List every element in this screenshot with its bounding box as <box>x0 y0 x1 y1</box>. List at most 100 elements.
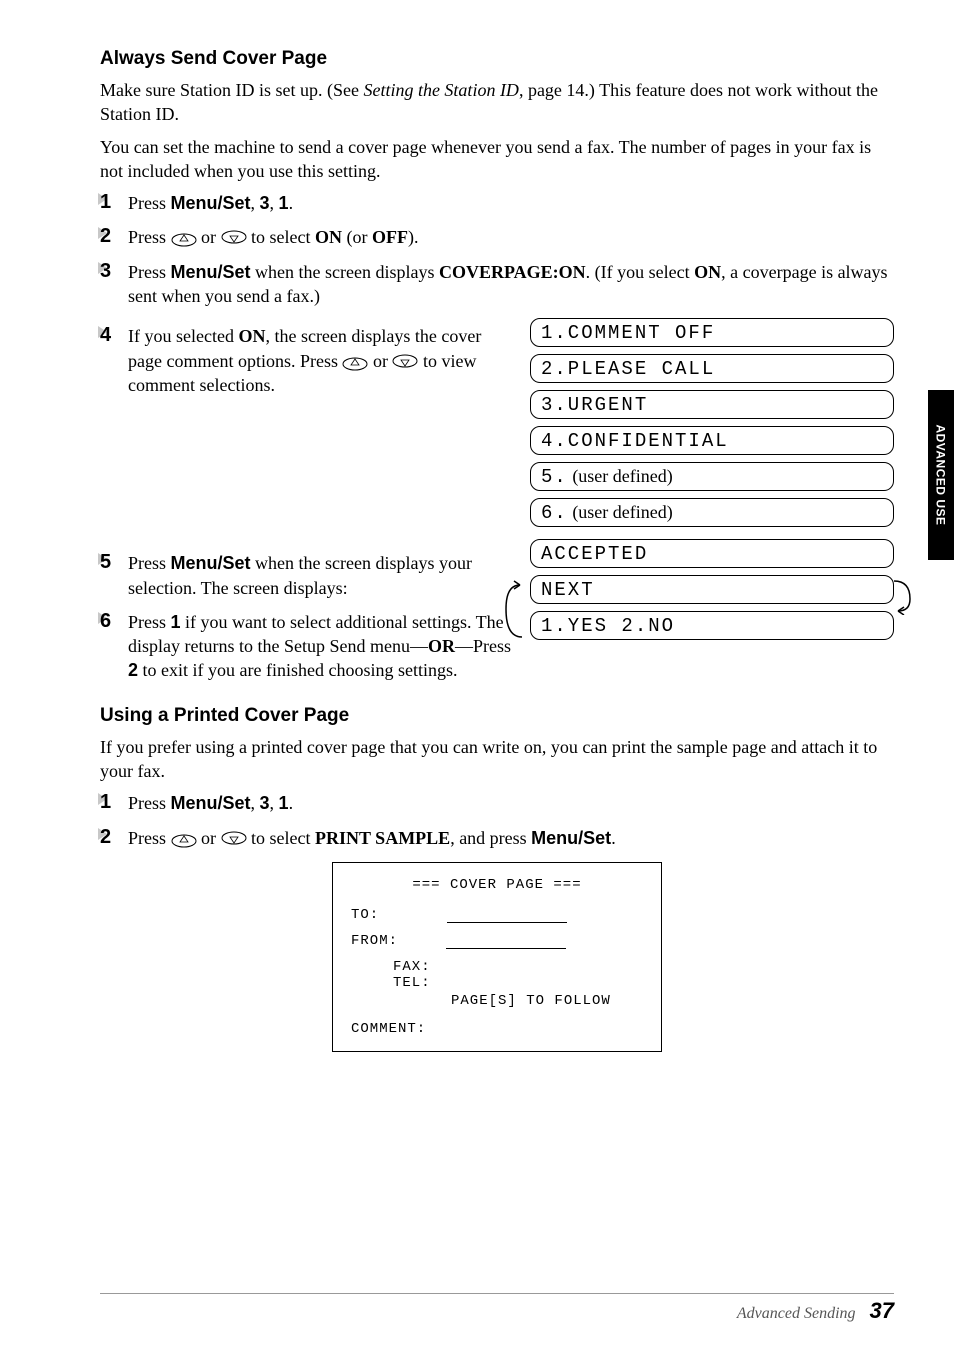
footer-rule <box>100 1293 894 1294</box>
steps-section1-left: 4 If you selected ON, the screen display… <box>100 324 514 397</box>
right-column: 1.COMMENT OFF 2.PLEASE CALL 3.URGENT 4.C… <box>530 318 894 640</box>
text: or <box>197 227 221 247</box>
loop-arrow-icon <box>502 579 530 654</box>
cover-fax-row: FAX: <box>351 959 643 975</box>
cover-from-label: FROM: <box>351 933 398 949</box>
text: or <box>368 351 392 371</box>
step-number: 1 <box>100 189 111 216</box>
footer: Advanced Sending 37 <box>737 1298 894 1324</box>
step-number: 1 <box>100 789 111 816</box>
text: . <box>289 793 294 813</box>
text: (or <box>342 227 372 247</box>
option-off: OFF <box>372 227 408 247</box>
step-number: 2 <box>100 223 111 250</box>
step-4: 4 If you selected ON, the screen display… <box>100 324 514 397</box>
key-menuset: Menu/Set <box>171 553 251 573</box>
text: If you selected <box>128 326 238 346</box>
key-2: 2 <box>128 660 138 680</box>
text: , <box>270 793 279 813</box>
text: , <box>251 193 260 213</box>
option-on: ON <box>238 326 265 346</box>
step-number: 3 <box>100 258 111 285</box>
step-number: 5 <box>100 549 111 576</box>
left-column: 4 If you selected ON, the screen display… <box>100 318 530 692</box>
steps-section1-top: 1 Press Menu/Set, 3, 1. 2 Press or to se… <box>100 191 894 308</box>
text: Press <box>128 553 171 573</box>
up-arrow-icon <box>342 356 368 370</box>
lcd-comment-off: 1.COMMENT OFF <box>530 318 894 347</box>
lcd-next: NEXT <box>530 575 894 604</box>
text: ). <box>408 227 419 247</box>
text: Press <box>128 612 171 632</box>
step-number: 4 <box>100 322 111 349</box>
step-3: 3 Press Menu/Set when the screen display… <box>100 260 894 309</box>
text: . (If you select <box>586 262 694 282</box>
cover-title: === COVER PAGE === <box>351 877 643 893</box>
lcd-prefix: 6. <box>541 502 568 524</box>
step-1: 1 Press Menu/Set, 3, 1. <box>100 791 894 815</box>
lcd-user-5: 5. (user defined) <box>530 462 894 491</box>
step-1: 1 Press Menu/Set, 3, 1. <box>100 191 894 215</box>
lcd-user-6: 6. (user defined) <box>530 498 894 527</box>
lcd-accepted: ACCEPTED <box>530 539 894 568</box>
cover-page-sample: === COVER PAGE === TO: FROM: FAX: TEL: P… <box>332 862 662 1052</box>
lcd-stack-2: ACCEPTED NEXT 1.YES 2.NO <box>530 539 894 640</box>
para-station-id: Make sure Station ID is set up. (See Set… <box>100 78 894 127</box>
lcd-stack-1: 1.COMMENT OFF 2.PLEASE CALL 3.URGENT 4.C… <box>530 318 894 527</box>
lcd-urgent: 3.URGENT <box>530 390 894 419</box>
text: , <box>270 193 279 213</box>
text: to exit if you are finished choosing set… <box>138 660 457 680</box>
up-arrow-icon <box>171 833 197 847</box>
text: . <box>611 828 616 848</box>
lcd-prefix: 5. <box>541 466 568 488</box>
step-2: 2 Press or to select ON (or OFF). <box>100 225 894 249</box>
key-3: 3 <box>260 793 270 813</box>
lcd-confidential: 4.CONFIDENTIAL <box>530 426 894 455</box>
display-text: COVERPAGE:ON <box>439 262 586 282</box>
step-number: 6 <box>100 608 111 635</box>
text: Press <box>128 193 171 213</box>
text: Press <box>128 227 171 247</box>
text: Press <box>128 262 171 282</box>
step-6: 6 Press 1 if you want to select addition… <box>100 610 514 683</box>
text: , <box>251 793 260 813</box>
down-arrow-icon <box>221 833 247 847</box>
ref-italic: Setting the Station ID <box>363 80 518 100</box>
text: , and press <box>450 828 531 848</box>
loop-arrow-right-icon <box>892 545 916 620</box>
side-tab-label: ADVANCED USE <box>934 424 948 525</box>
cover-tel-label: TEL: <box>393 975 431 991</box>
two-column-block: 4 If you selected ON, the screen display… <box>100 318 894 692</box>
text: . <box>289 193 294 213</box>
para-cover-page: You can set the machine to send a cover … <box>100 135 894 184</box>
down-arrow-icon <box>221 232 247 246</box>
key-menuset: Menu/Set <box>171 193 251 213</box>
key-menuset: Menu/Set <box>531 828 611 848</box>
heading-always-send: Always Send Cover Page <box>100 48 894 70</box>
footer-page: 37 <box>870 1298 894 1323</box>
key-menuset: Menu/Set <box>171 793 251 813</box>
text: or <box>197 828 221 848</box>
step-5: 5 Press Menu/Set when the screen display… <box>100 551 514 600</box>
lcd-user-text: (user defined) <box>568 466 673 486</box>
key-1: 1 <box>279 793 289 813</box>
lcd-user-text: (user defined) <box>568 502 673 522</box>
underline <box>447 909 567 923</box>
steps-section2: 1 Press Menu/Set, 3, 1. 2 Press or to se… <box>100 791 894 850</box>
option-print-sample: PRINT SAMPLE <box>315 828 450 848</box>
or-text: OR <box>428 636 455 656</box>
para-printed-cover: If you prefer using a printed cover page… <box>100 735 894 784</box>
heading-printed-cover: Using a Printed Cover Page <box>100 705 894 727</box>
cover-from-row: FROM: <box>351 933 643 949</box>
steps-section1-left2: 5 Press Menu/Set when the screen display… <box>100 551 514 682</box>
option-on: ON <box>315 227 342 247</box>
footer-text: Advanced Sending <box>737 1305 856 1322</box>
lcd-yes-no: 1.YES 2.NO <box>530 611 894 640</box>
key-1: 1 <box>279 193 289 213</box>
option-on: ON <box>694 262 721 282</box>
text: when the screen displays <box>251 262 439 282</box>
text: to select <box>247 227 315 247</box>
step-number: 2 <box>100 824 111 851</box>
side-tab: ADVANCED USE <box>928 390 954 560</box>
cover-tel-row: TEL: <box>351 975 643 991</box>
